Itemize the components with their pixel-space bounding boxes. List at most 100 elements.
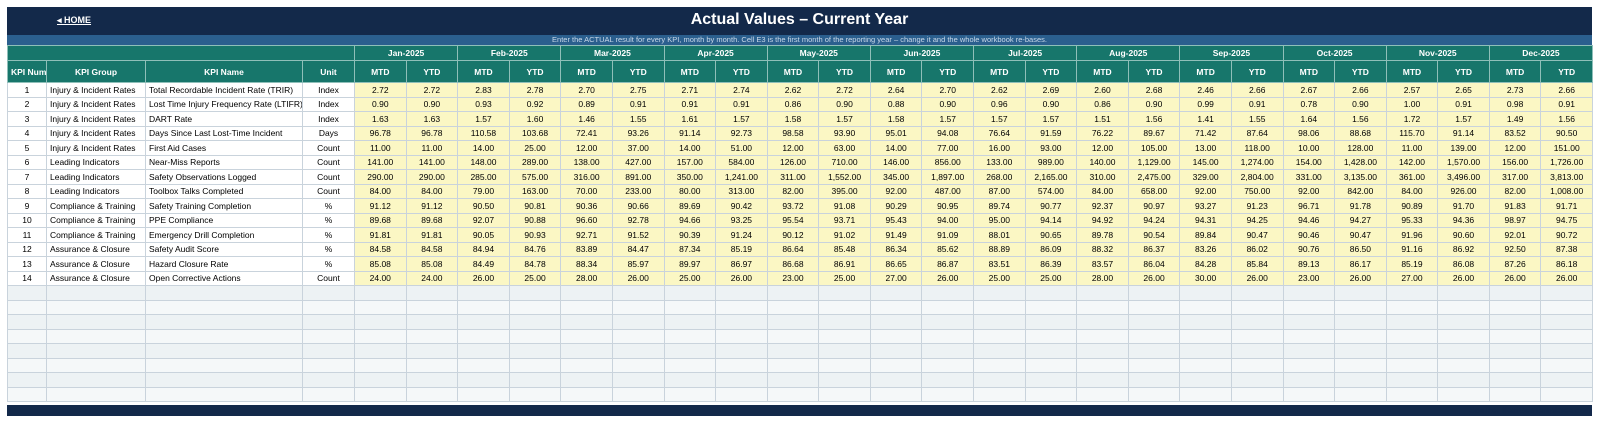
mtd-value-cell[interactable]: 80.00 (663, 183, 717, 199)
mtd-value-cell[interactable]: 27.00 (869, 270, 923, 286)
empty-cell[interactable] (457, 285, 510, 301)
mtd-value-cell[interactable]: 95.54 (766, 212, 820, 228)
empty-cell[interactable] (1385, 299, 1439, 315)
mtd-value-cell[interactable]: 2.73 (1488, 82, 1542, 98)
mtd-value-cell[interactable]: 91.14 (663, 125, 717, 141)
ytd-value-cell[interactable]: 0.90 (1127, 96, 1181, 112)
mtd-value-cell[interactable]: 311.00 (766, 169, 820, 185)
mtd-value-cell[interactable]: 91.49 (869, 227, 923, 243)
mtd-value-cell[interactable]: 95.00 (973, 212, 1026, 228)
empty-cell[interactable] (663, 299, 717, 315)
empty-cell[interactable] (611, 372, 665, 388)
mtd-value-cell[interactable]: 1.46 (560, 111, 613, 127)
ytd-value-cell[interactable]: 26.00 (1540, 270, 1593, 286)
ytd-value-cell[interactable]: 658.00 (1127, 183, 1181, 199)
ytd-value-cell[interactable]: 1.60 (508, 111, 562, 127)
empty-cell[interactable] (921, 285, 975, 301)
ytd-value-cell[interactable]: 1.55 (611, 111, 665, 127)
ytd-value-cell[interactable]: 90.72 (1540, 227, 1593, 243)
mtd-value-cell[interactable]: 84.00 (1076, 183, 1129, 199)
mtd-value-cell[interactable]: 90.46 (1282, 227, 1336, 243)
mtd-value-cell[interactable]: 268.00 (973, 169, 1026, 185)
mtd-value-cell[interactable]: 88.89 (973, 241, 1026, 257)
empty-cell[interactable] (766, 372, 820, 388)
mtd-value-cell[interactable]: 1.57 (457, 111, 510, 127)
empty-cell[interactable] (560, 343, 613, 359)
mtd-value-cell[interactable]: 92.71 (560, 227, 613, 243)
ytd-value-cell[interactable]: 94.25 (1230, 212, 1284, 228)
empty-cell[interactable] (1540, 299, 1593, 315)
empty-cell[interactable] (508, 343, 562, 359)
mtd-value-cell[interactable]: 98.58 (766, 125, 820, 141)
empty-cell[interactable] (921, 343, 975, 359)
empty-cell[interactable] (1385, 357, 1439, 373)
ytd-value-cell[interactable]: 0.90 (921, 96, 975, 112)
mtd-value-cell[interactable]: 0.90 (354, 96, 407, 112)
ytd-value-cell[interactable]: 1,008.00 (1540, 183, 1593, 199)
ytd-value-cell[interactable]: 91.81 (405, 227, 459, 243)
empty-cell[interactable] (1127, 314, 1181, 330)
ytd-value-cell[interactable]: 90.54 (1127, 227, 1181, 243)
ytd-value-cell[interactable]: 25.00 (818, 270, 871, 286)
empty-cell[interactable] (1334, 386, 1387, 402)
empty-cell[interactable] (1230, 372, 1284, 388)
empty-cell[interactable] (457, 372, 510, 388)
mtd-value-cell[interactable]: 27.00 (1385, 270, 1439, 286)
mtd-value-cell[interactable]: 2.62 (766, 82, 820, 98)
empty-cell[interactable] (1540, 314, 1593, 330)
mtd-value-cell[interactable]: 87.00 (973, 183, 1026, 199)
empty-cell[interactable] (766, 314, 820, 330)
empty-cell[interactable] (1540, 372, 1593, 388)
mtd-value-cell[interactable]: 71.42 (1179, 125, 1232, 141)
ytd-value-cell[interactable]: 1,428.00 (1334, 154, 1387, 170)
empty-cell[interactable] (1230, 285, 1284, 301)
mtd-value-cell[interactable]: 92.50 (1488, 241, 1542, 257)
empty-cell[interactable] (869, 343, 923, 359)
mtd-value-cell[interactable]: 93.72 (766, 198, 820, 214)
mtd-value-cell[interactable]: 2.71 (663, 82, 717, 98)
empty-cell[interactable] (1334, 285, 1387, 301)
mtd-value-cell[interactable]: 92.00 (869, 183, 923, 199)
empty-cell[interactable] (663, 343, 717, 359)
ytd-value-cell[interactable]: 37.00 (611, 140, 665, 156)
empty-cell[interactable] (1076, 285, 1129, 301)
ytd-value-cell[interactable]: 1.57 (921, 111, 975, 127)
mtd-value-cell[interactable]: 90.50 (457, 198, 510, 214)
empty-cell[interactable] (1230, 299, 1284, 315)
mtd-value-cell[interactable]: 83.52 (1488, 125, 1542, 141)
ytd-value-cell[interactable]: 26.00 (1230, 270, 1284, 286)
mtd-value-cell[interactable]: 2.62 (973, 82, 1026, 98)
mtd-value-cell[interactable]: 157.00 (663, 154, 717, 170)
ytd-value-cell[interactable]: 85.19 (715, 241, 768, 257)
ytd-value-cell[interactable]: 93.00 (1024, 140, 1078, 156)
empty-cell[interactable] (1437, 299, 1490, 315)
ytd-value-cell[interactable]: 128.00 (1334, 140, 1387, 156)
mtd-value-cell[interactable]: 82.00 (766, 183, 820, 199)
ytd-value-cell[interactable]: 0.91 (1540, 96, 1593, 112)
empty-cell[interactable] (869, 285, 923, 301)
ytd-value-cell[interactable]: 2.75 (611, 82, 665, 98)
ytd-value-cell[interactable]: 750.00 (1230, 183, 1284, 199)
empty-cell[interactable] (405, 314, 459, 330)
mtd-value-cell[interactable]: 1.41 (1179, 111, 1232, 127)
mtd-value-cell[interactable]: 317.00 (1488, 169, 1542, 185)
ytd-value-cell[interactable]: 91.59 (1024, 125, 1078, 141)
empty-cell[interactable] (611, 314, 665, 330)
mtd-value-cell[interactable]: 96.71 (1282, 198, 1336, 214)
empty-cell[interactable] (1127, 386, 1181, 402)
mtd-value-cell[interactable]: 88.34 (560, 256, 613, 272)
mtd-value-cell[interactable]: 95.01 (869, 125, 923, 141)
mtd-value-cell[interactable]: 138.00 (560, 154, 613, 170)
ytd-value-cell[interactable]: 91.08 (818, 198, 871, 214)
mtd-value-cell[interactable]: 0.86 (1076, 96, 1129, 112)
ytd-value-cell[interactable]: 710.00 (818, 154, 871, 170)
ytd-value-cell[interactable]: 289.00 (508, 154, 562, 170)
ytd-value-cell[interactable]: 290.00 (405, 169, 459, 185)
empty-cell[interactable] (1024, 357, 1078, 373)
mtd-value-cell[interactable]: 10.00 (1282, 140, 1336, 156)
ytd-value-cell[interactable]: 2.66 (1334, 82, 1387, 98)
mtd-value-cell[interactable]: 91.16 (1385, 241, 1439, 257)
empty-cell[interactable] (973, 285, 1026, 301)
mtd-value-cell[interactable]: 94.66 (663, 212, 717, 228)
mtd-value-cell[interactable]: 98.97 (1488, 212, 1542, 228)
